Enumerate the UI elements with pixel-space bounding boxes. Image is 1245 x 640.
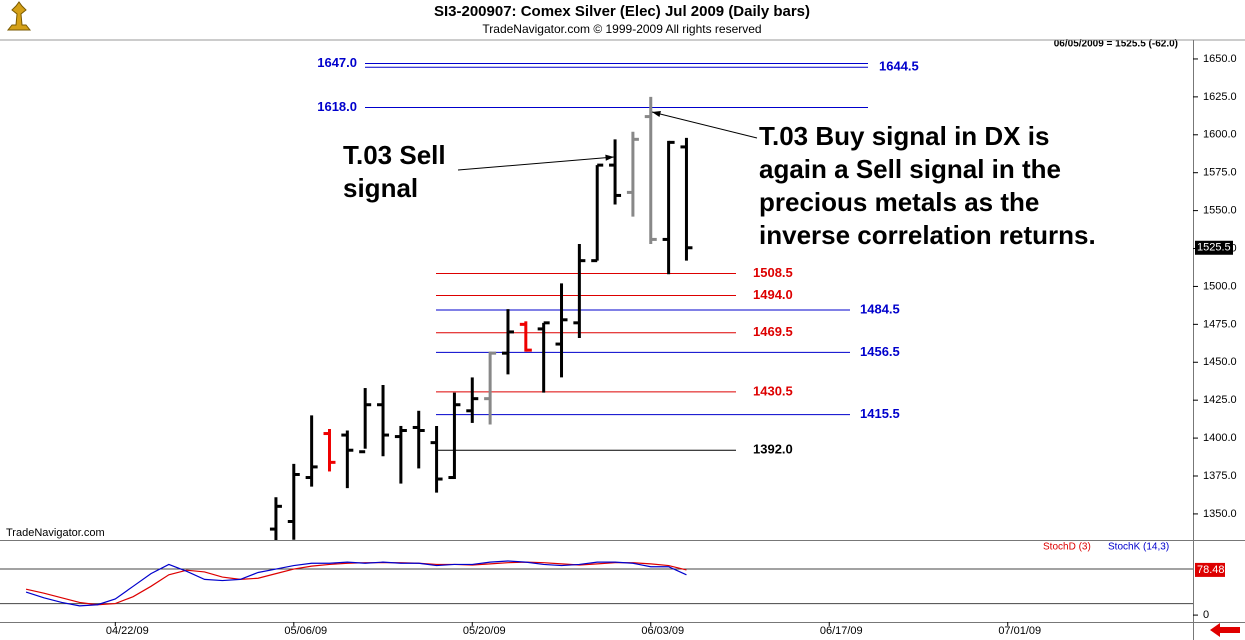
annotation: precious metals as the <box>759 187 1039 217</box>
arrow-head <box>652 111 661 118</box>
annotation: T.03 Sell <box>343 140 446 170</box>
y-tick-label: 1600.0 <box>1203 129 1237 141</box>
y-tick-label: 1400.0 <box>1203 432 1237 444</box>
y-tick-label: 0 <box>1203 609 1209 621</box>
level-label: 1647.0 <box>317 55 357 70</box>
y-tick-label: 1350.0 <box>1203 508 1237 520</box>
level-label: 1484.5 <box>860 301 900 316</box>
logo <box>6 1 32 31</box>
annotation: inverse correlation returns. <box>759 220 1096 250</box>
x-tick-label: 07/01/09 <box>998 625 1041 637</box>
x-tick-label: 04/22/09 <box>106 625 149 637</box>
annotation-arrow <box>457 156 615 171</box>
y-tick-label: 1425.0 <box>1203 394 1237 406</box>
stoch-line <box>25 560 687 607</box>
price-bars <box>269 96 693 540</box>
last-price-box <box>1195 240 1233 255</box>
info-text: 06/05/2009 = 1525.5 (-62.0) <box>1054 39 1178 50</box>
annotation: signal <box>343 173 418 203</box>
y-tick-label: 1650.0 <box>1203 53 1237 65</box>
y-tick-label: 1575.0 <box>1203 167 1237 179</box>
watermark: TradeNavigator.com <box>6 527 105 539</box>
last-price-label: 1525.5 <box>1197 242 1231 254</box>
annotation-arrow <box>651 111 758 139</box>
level-label: 1508.5 <box>753 265 793 280</box>
y-tick-label: 1500.0 <box>1203 280 1237 292</box>
legend-entry: StochD (3) <box>1043 542 1091 553</box>
level-label: 1430.5 <box>753 383 793 398</box>
level-label: 1644.5 <box>879 59 919 74</box>
x-tick-label: 06/03/09 <box>641 625 684 637</box>
chart-title: SI3-200907: Comex Silver (Elec) Jul 2009… <box>434 3 810 20</box>
level-label: 1618.0 <box>317 99 357 114</box>
level-label: 1415.5 <box>860 406 900 421</box>
annotation: again a Sell signal in the <box>759 154 1061 184</box>
annotation: T.03 Buy signal in DX is <box>759 121 1049 151</box>
y-tick-label: 1375.0 <box>1203 470 1237 482</box>
level-label: 1456.5 <box>860 344 900 359</box>
y-tick-label: 1625.0 <box>1203 91 1237 103</box>
y-tick-label: 1450.0 <box>1203 356 1237 368</box>
nav-arrow[interactable] <box>1210 623 1240 637</box>
level-label: 1392.0 <box>753 442 793 457</box>
stoch-lines <box>25 560 687 607</box>
last-value-label: 78.48 <box>1197 564 1225 576</box>
x-tick-label: 05/06/09 <box>284 625 327 637</box>
legend-entry: StochK (14,3) <box>1108 542 1169 553</box>
y-tick-label: 1550.0 <box>1203 205 1237 217</box>
level-label: 1469.5 <box>753 324 793 339</box>
y-tick-label: 1475.0 <box>1203 318 1237 330</box>
last-value-box <box>1195 562 1225 577</box>
level-label: 1494.0 <box>753 287 793 302</box>
x-tick-label: 05/20/09 <box>463 625 506 637</box>
chart-subtitle: TradeNavigator.com © 1999-2009 All right… <box>482 22 761 36</box>
arrow-head <box>605 154 614 161</box>
x-tick-label: 06/17/09 <box>820 625 863 637</box>
